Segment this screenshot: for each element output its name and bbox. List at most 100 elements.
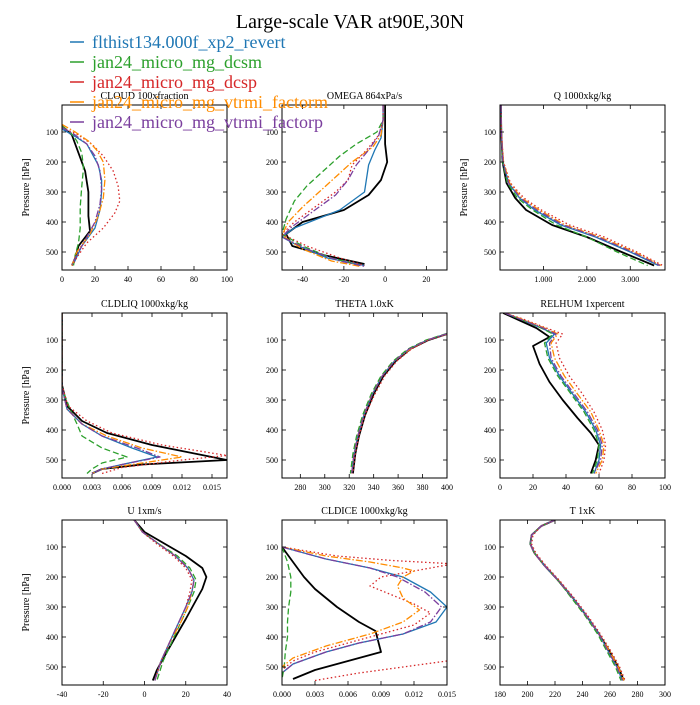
plot-frame — [281, 519, 448, 686]
series-line-2 — [62, 313, 158, 475]
series-line-4 — [500, 105, 664, 267]
series-line-6 — [133, 520, 195, 681]
legend-label: jan24_micro_mg_vtrmi_factorp — [91, 112, 323, 132]
series-group — [62, 123, 121, 266]
plot-frame — [499, 519, 666, 686]
series-line-5 — [504, 313, 605, 474]
plot-frame — [281, 104, 448, 271]
panel-title: CLDICE 1000xkg/kg — [321, 506, 407, 517]
x-tick-label: 380 — [417, 483, 429, 492]
series-line-6 — [504, 313, 603, 474]
x-tick-label: 0.009 — [372, 690, 390, 699]
x-tick-label: 240 — [577, 690, 589, 699]
y-tick-label: 100 — [484, 336, 496, 345]
legend-item: jan24_micro_mg_dcsp — [70, 72, 257, 92]
y-axis-label: Pressure [hPa] — [21, 158, 32, 216]
y-tick-label: 100 — [266, 336, 278, 345]
figure-title: Large-scale VAR at90E,30N — [236, 11, 464, 33]
series-line-2 — [500, 105, 659, 267]
series-line-6 — [529, 520, 624, 681]
y-tick-label: 300 — [266, 603, 278, 612]
x-tick-label: 0.009 — [143, 483, 161, 492]
y-tick-label: 500 — [266, 663, 278, 672]
series-line-4 — [504, 313, 607, 474]
x-tick-label: 20 — [182, 690, 190, 699]
x-tick-label: 20 — [529, 483, 537, 492]
x-tick-label: 100 — [659, 483, 671, 492]
y-axis-label: Pressure [hPa] — [21, 573, 32, 631]
legend: flthist134.000f_xp2_revertjan24_micro_mg… — [70, 32, 328, 132]
series-line-6 — [62, 313, 161, 475]
series-line-1 — [285, 105, 389, 265]
x-tick-label: 0.000 — [273, 690, 291, 699]
panel-title: CLDLIQ 1000xkg/kg — [101, 299, 188, 310]
series-group — [282, 546, 447, 682]
y-tick-label: 500 — [484, 456, 496, 465]
panel-title: RELHUM 1xpercent — [540, 299, 624, 310]
y-tick-label: 200 — [46, 573, 58, 582]
legend-label: jan24_micro_mg_vtrmi_factorm — [91, 92, 328, 112]
x-tick-label: 400 — [441, 483, 453, 492]
y-tick-label: 300 — [484, 188, 496, 197]
y-tick-label: 100 — [484, 543, 496, 552]
legend-label: flthist134.000f_xp2_revert — [92, 32, 285, 52]
x-tick-label: -40 — [297, 275, 308, 284]
x-tick-label: 40 — [562, 483, 570, 492]
series-line-2 — [504, 313, 602, 474]
x-tick-label: 300 — [659, 690, 671, 699]
series-line-3 — [282, 105, 384, 267]
x-tick-label: 320 — [343, 483, 355, 492]
series-group — [500, 105, 664, 267]
series-group — [133, 520, 208, 681]
series-line-6 — [351, 333, 447, 474]
series-line-5 — [62, 313, 183, 475]
x-tick-label: 0.006 — [339, 690, 357, 699]
x-tick-label: 0 — [143, 690, 147, 699]
y-tick-label: 500 — [266, 248, 278, 257]
x-tick-label: 220 — [549, 690, 561, 699]
y-tick-label: 400 — [484, 633, 496, 642]
y-tick-label: 200 — [484, 366, 496, 375]
x-tick-label: 300 — [319, 483, 331, 492]
series-line-1 — [62, 313, 227, 475]
x-tick-label: 0.015 — [203, 483, 221, 492]
series-group — [529, 520, 626, 681]
y-tick-label: 400 — [46, 426, 58, 435]
y-tick-label: 400 — [266, 218, 278, 227]
y-tick-label: 200 — [266, 573, 278, 582]
x-tick-label: 0.000 — [53, 483, 71, 492]
legend-item: jan24_micro_mg_dcsm — [70, 52, 262, 72]
x-tick-label: 0 — [60, 275, 64, 284]
series-group — [502, 313, 607, 474]
y-tick-label: 400 — [484, 426, 496, 435]
x-tick-label: 180 — [494, 690, 506, 699]
panels-grid: CLOUD 100xfraction Pressure [hPa] 0 20 40 60 8… — [21, 91, 671, 699]
x-tick-label: 0.003 — [83, 483, 101, 492]
plot-frame — [281, 312, 448, 479]
series-line-4 — [62, 126, 121, 266]
y-tick-label: 100 — [484, 128, 496, 137]
series-line-1 — [133, 520, 208, 681]
series-line-3 — [282, 546, 292, 680]
series-group — [349, 332, 447, 474]
x-tick-label: -40 — [57, 690, 68, 699]
x-tick-label: 20 — [422, 275, 430, 284]
x-tick-label: 0.015 — [438, 690, 456, 699]
y-tick-label: 500 — [484, 663, 496, 672]
panel-title: U 1xm/s — [127, 506, 161, 517]
panel-1: CLOUD 100xfraction Pressure [hPa] 0 20 40 60 8… — [21, 91, 233, 284]
series-line-3 — [62, 125, 85, 266]
series-line-3 — [349, 332, 447, 474]
series-line-5 — [351, 333, 447, 474]
x-tick-label: 3.000 — [621, 275, 639, 284]
series-line-5 — [282, 105, 384, 268]
series-line-3 — [62, 313, 128, 474]
y-tick-label: 200 — [266, 366, 278, 375]
y-tick-label: 200 — [46, 158, 58, 167]
y-tick-label: 200 — [484, 158, 496, 167]
y-tick-label: 500 — [484, 248, 496, 257]
y-tick-label: 200 — [484, 573, 496, 582]
panel-title: OMEGA 864xPa/s — [327, 91, 402, 102]
x-tick-label: 60 — [157, 275, 165, 284]
series-line-5 — [500, 105, 661, 267]
